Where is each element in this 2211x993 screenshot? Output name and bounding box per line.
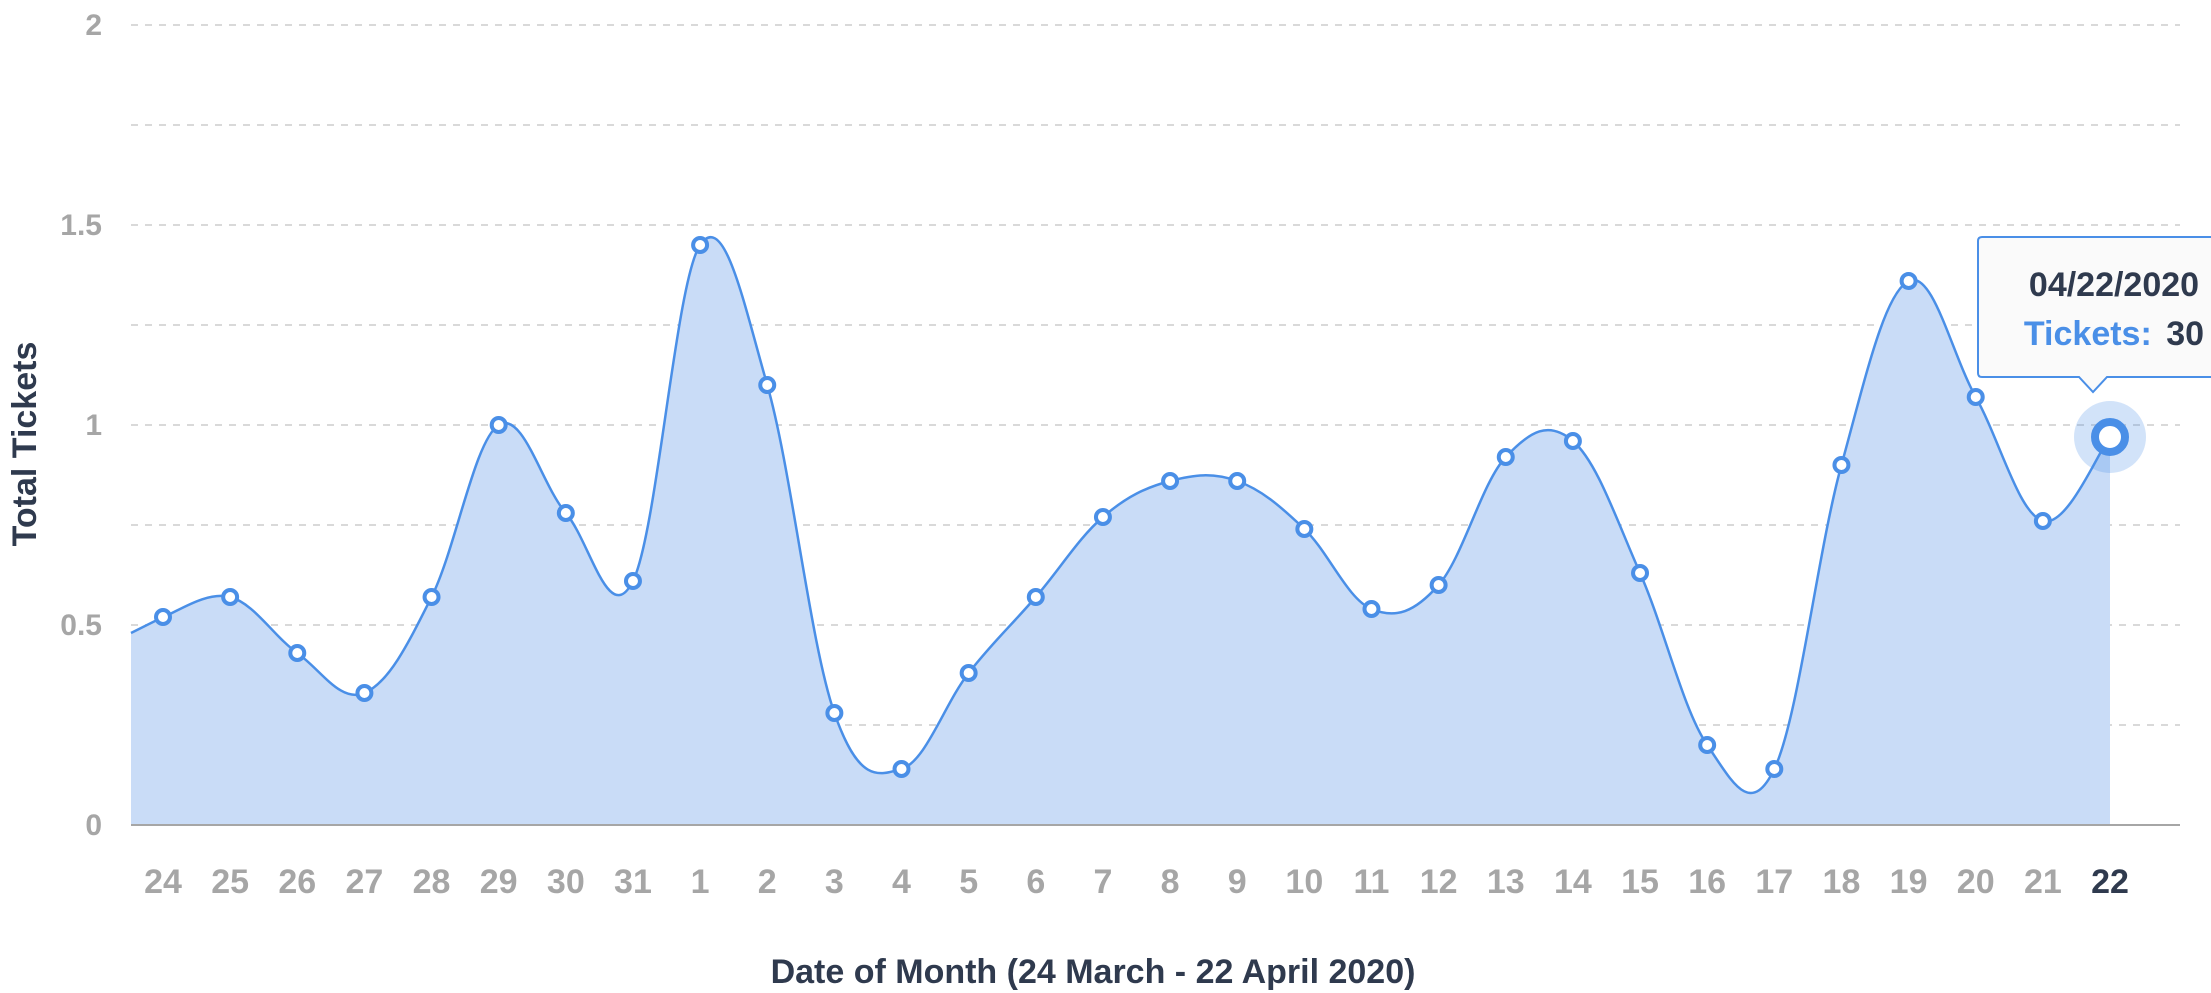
- x-tick-label: 21: [2024, 863, 2062, 901]
- x-tick-label: 10: [1285, 863, 1323, 901]
- active-data-point[interactable]: [2091, 418, 2129, 456]
- x-tick-label: 3: [825, 863, 844, 901]
- area-fill: [131, 237, 2110, 825]
- data-point[interactable]: [1899, 272, 1918, 290]
- tooltip-label: Tickets:: [2024, 315, 2152, 353]
- data-point[interactable]: [1765, 760, 1784, 778]
- data-point[interactable]: [288, 644, 307, 662]
- data-point[interactable]: [422, 588, 441, 606]
- tooltip: 04/22/2020 Tickets: 30: [1977, 236, 2211, 394]
- data-point[interactable]: [489, 416, 508, 434]
- x-tick-label: 24: [144, 863, 182, 901]
- data-point[interactable]: [1496, 448, 1515, 466]
- x-tick-label: 27: [345, 863, 383, 901]
- data-point[interactable]: [1026, 588, 1045, 606]
- data-point[interactable]: [959, 664, 978, 682]
- x-tick-label: 13: [1487, 863, 1525, 901]
- data-point[interactable]: [1631, 564, 1650, 582]
- data-point[interactable]: [1295, 520, 1314, 538]
- x-tick-label: 20: [1957, 863, 1995, 901]
- x-tick-label: 22: [2091, 863, 2129, 901]
- series-line: [130, 236, 2111, 795]
- tooltip-value-line: Tickets: 30: [2024, 315, 2204, 353]
- data-point[interactable]: [1093, 508, 1112, 526]
- data-point[interactable]: [556, 504, 575, 522]
- x-tick-label: 5: [959, 863, 978, 901]
- data-points: [154, 236, 2146, 778]
- x-tick-label: 25: [211, 863, 249, 901]
- x-tick-label: 11: [1354, 863, 1390, 901]
- tooltip-box: [1977, 236, 2211, 394]
- data-point[interactable]: [623, 572, 642, 590]
- x-tick-label: 26: [278, 863, 316, 901]
- x-tick-label: 30: [547, 863, 585, 901]
- x-tick-label: 29: [480, 863, 518, 901]
- data-point[interactable]: [154, 608, 172, 626]
- x-tick-label: 9: [1228, 863, 1247, 901]
- x-tick-label: 19: [1890, 863, 1928, 901]
- data-point[interactable]: [1698, 736, 1717, 754]
- data-point[interactable]: [758, 376, 777, 394]
- data-point[interactable]: [1362, 600, 1381, 618]
- data-point[interactable]: [221, 588, 240, 606]
- data-point[interactable]: [691, 236, 710, 254]
- data-point[interactable]: [355, 684, 374, 702]
- x-tick-label: 6: [1026, 863, 1045, 901]
- x-tick-label: 8: [1161, 863, 1180, 901]
- data-point[interactable]: [1228, 472, 1247, 490]
- x-axis-title: Date of Month (24 March - 22 April 2020): [771, 953, 1416, 991]
- y-axis-title: Total Tickets: [6, 342, 44, 547]
- data-point[interactable]: [1832, 456, 1851, 474]
- data-point[interactable]: [1429, 576, 1448, 594]
- x-tick-label: 1: [691, 863, 710, 901]
- x-tick-label: 12: [1420, 863, 1458, 901]
- x-tick-label: 2: [758, 863, 777, 901]
- x-tick-label: 31: [614, 863, 652, 901]
- y-tick-label: 1: [85, 409, 102, 442]
- data-point[interactable]: [2033, 512, 2052, 530]
- x-tick-label: 16: [1688, 863, 1726, 901]
- x-axis-ticks: 24 25 26 27 28 29 30 31 1 2 3 4 5 6 7 8 9 10 11 12 13 14 15 16 1…: [144, 863, 2129, 901]
- x-tick-label: 18: [1823, 863, 1861, 901]
- data-point[interactable]: [1966, 388, 1985, 406]
- x-tick-label: 14: [1554, 863, 1592, 901]
- tooltip-value: 30: [2166, 315, 2204, 353]
- x-tick-label: 17: [1755, 863, 1793, 901]
- data-point[interactable]: [1161, 472, 1180, 490]
- y-tick-label: 1.5: [60, 209, 102, 242]
- x-tick-label: 4: [892, 863, 911, 901]
- data-point[interactable]: [1563, 432, 1582, 450]
- y-tick-label: 0.5: [60, 609, 102, 642]
- data-point[interactable]: [825, 704, 844, 722]
- y-tick-label: 0: [85, 809, 102, 842]
- x-tick-label: 15: [1621, 863, 1659, 901]
- y-tick-label: 2: [85, 9, 102, 42]
- x-tick-label: 28: [413, 863, 451, 901]
- x-tick-label: 7: [1093, 863, 1112, 901]
- data-point[interactable]: [892, 760, 911, 778]
- tooltip-date: 04/22/2020: [2029, 266, 2199, 304]
- y-axis-ticks: 0 0.5 1 1.5 2: [60, 9, 102, 842]
- area-series: [130, 236, 2111, 825]
